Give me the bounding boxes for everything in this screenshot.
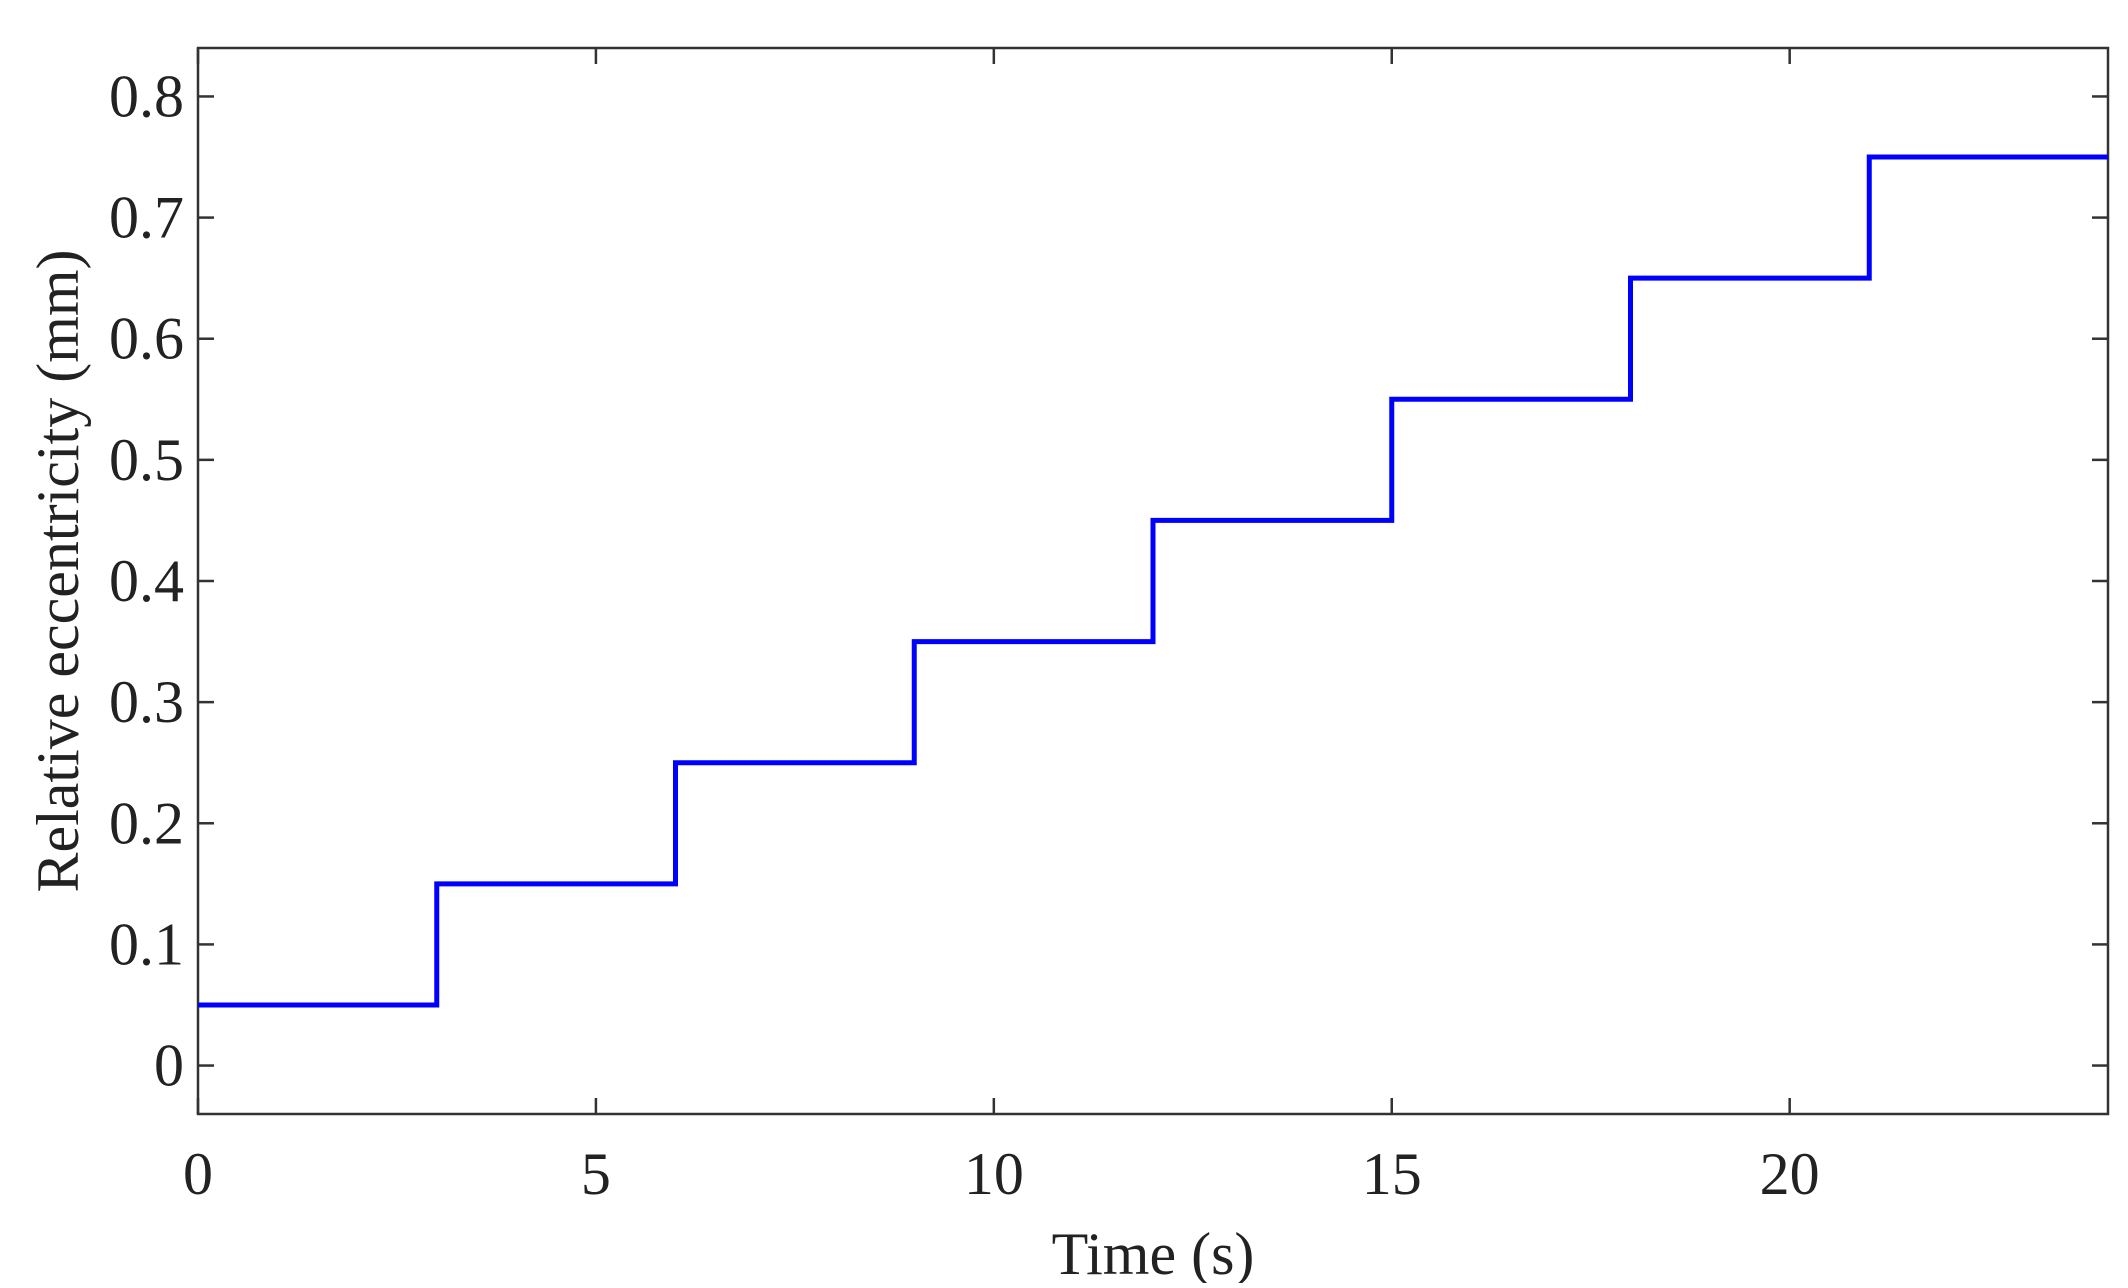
y-tick-label: 0.8 xyxy=(109,63,184,129)
x-tick-label: 20 xyxy=(1760,1141,1820,1207)
y-axis-ticks: 0 0.1 0.2 0.3 0.4 0.5 0.6 0.7 0.8 xyxy=(109,63,2108,1099)
y-tick-label: 0.2 xyxy=(109,790,184,856)
x-tick-label: 15 xyxy=(1362,1141,1422,1207)
x-tick-label: 5 xyxy=(581,1141,611,1207)
series-layer xyxy=(198,154,2108,1008)
x-tick-label: 10 xyxy=(964,1141,1024,1207)
y-tick-label: 0.6 xyxy=(109,306,184,372)
y-tick-label: 0.4 xyxy=(109,548,184,614)
y-tick-label: 0.5 xyxy=(109,427,184,493)
y-tick-label: 0 xyxy=(154,1033,184,1099)
y-tick-label: 0.3 xyxy=(109,669,184,735)
y-axis-title: Relative eccentricity (mm) xyxy=(25,249,91,892)
series-step-line xyxy=(198,154,2108,1008)
x-tick-label: 0 xyxy=(183,1141,213,1207)
x-axis-title: Time (s) xyxy=(1052,1221,1255,1283)
x-axis-ticks: 0 5 10 15 20 xyxy=(183,48,1820,1207)
y-tick-label: 0.7 xyxy=(109,185,184,251)
y-tick-label: 0.1 xyxy=(109,911,184,977)
